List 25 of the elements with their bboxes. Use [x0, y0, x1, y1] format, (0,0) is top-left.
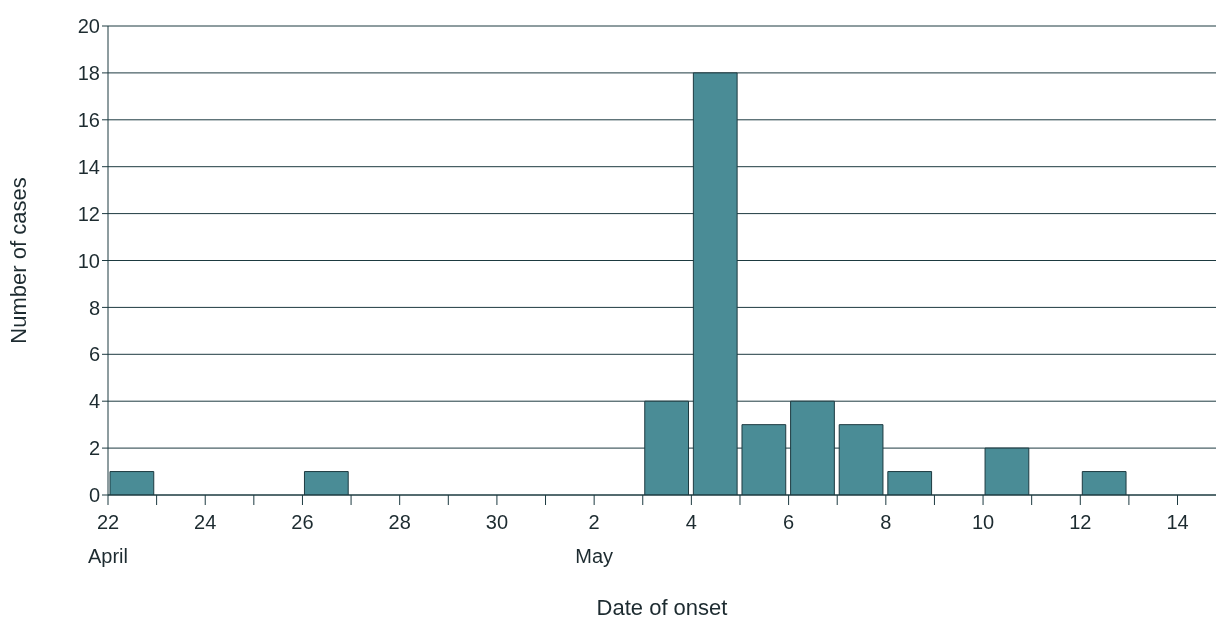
y-tick-label: 12: [77, 202, 100, 225]
x-axis-title: Date of onset: [596, 595, 728, 620]
x-tick-label: 22 April: [87, 511, 129, 567]
y-tick-label: 4: [88, 390, 100, 413]
x-tick-label: 10: [971, 511, 995, 533]
x-tick-label: 4: [685, 511, 697, 533]
x-tick-label: 26: [291, 511, 314, 533]
y-tick-label: 10: [77, 249, 100, 272]
y-tick-label: 20: [77, 15, 100, 38]
x-tick-label: 2 May: [575, 511, 614, 567]
y-tick-label: 16: [77, 108, 100, 131]
x-tick-label: 6: [783, 511, 795, 533]
x-tick-label: 14: [1166, 511, 1189, 533]
x-tick-label: 24: [194, 511, 217, 533]
y-tick-label: 14: [77, 155, 100, 178]
x-tick-label: 8: [880, 511, 892, 533]
y-tick-label: 2: [88, 437, 100, 460]
y-tick-label: 8: [88, 296, 100, 319]
x-tick-label: 30: [485, 511, 509, 533]
y-tick-label: 18: [77, 62, 100, 84]
y-tick-label: 6: [88, 343, 100, 366]
x-tick-label: 12: [1069, 511, 1092, 533]
y-tick-label: 0: [88, 484, 100, 507]
x-tick-label: 28: [388, 511, 411, 533]
y-axis-title: Number of cases: [5, 177, 31, 344]
